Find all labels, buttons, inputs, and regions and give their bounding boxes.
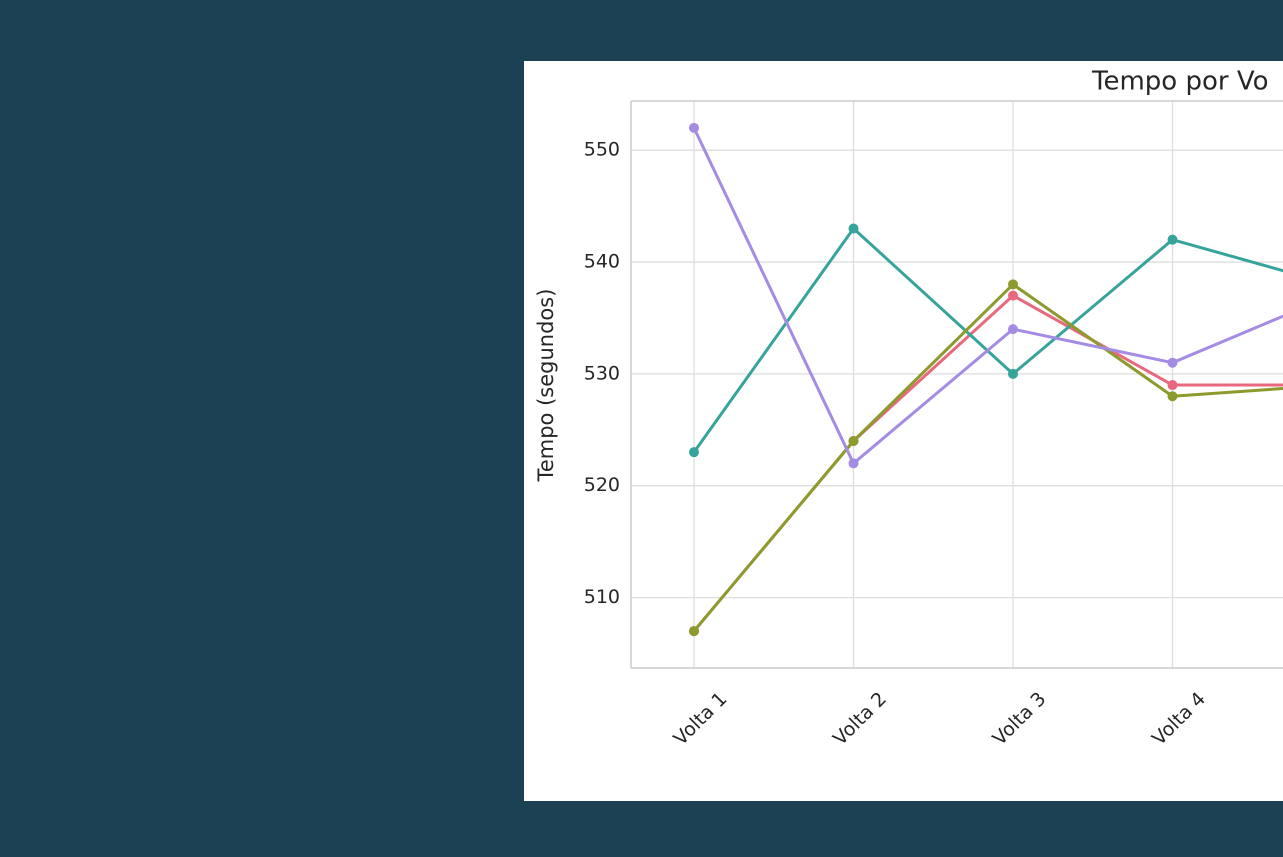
point <box>1167 234 1178 245</box>
point <box>689 447 699 458</box>
y-axis-label: Tempo (segundos) <box>534 289 558 483</box>
point <box>689 626 699 637</box>
point <box>848 223 859 234</box>
point <box>1167 380 1178 391</box>
point <box>848 458 859 469</box>
y-tick-label: 550 <box>584 139 620 161</box>
point <box>1008 368 1018 379</box>
point <box>689 122 699 133</box>
y-tick-label: 520 <box>584 474 620 496</box>
chart-title: Tempo por Vo <box>1091 67 1269 97</box>
point <box>1008 324 1018 335</box>
chart-panel <box>524 61 1283 801</box>
point <box>1167 357 1178 368</box>
point <box>848 435 859 446</box>
point <box>1008 279 1018 290</box>
y-tick-label: 530 <box>584 362 620 384</box>
y-tick-label: 510 <box>584 586 620 608</box>
point <box>1167 391 1178 402</box>
y-tick-label: 540 <box>584 251 620 273</box>
point <box>1008 290 1018 301</box>
